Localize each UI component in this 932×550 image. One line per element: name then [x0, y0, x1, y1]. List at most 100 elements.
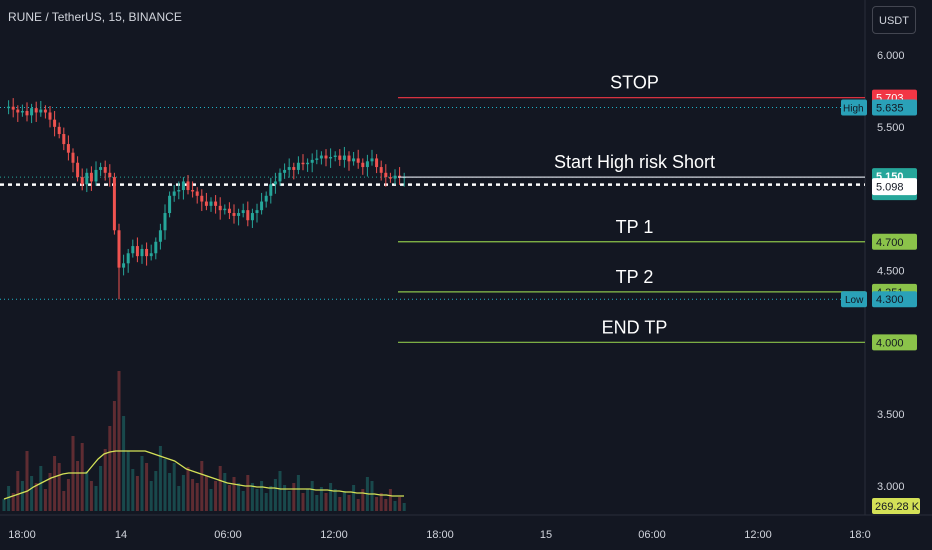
- volume-bar: [338, 497, 342, 511]
- candle-body: [361, 162, 365, 168]
- candle-body: [301, 162, 305, 165]
- volume-bar: [2, 499, 6, 511]
- volume-bar: [94, 486, 98, 511]
- volume-bar: [122, 416, 126, 511]
- candle-body: [154, 241, 158, 254]
- volume-bar: [273, 479, 277, 511]
- volume-bar: [370, 481, 374, 511]
- time-tick-label: 06:00: [214, 529, 242, 541]
- candle-body: [384, 172, 388, 178]
- candle-body: [140, 248, 144, 257]
- candle-body: [204, 201, 208, 206]
- volume-bar: [232, 477, 236, 511]
- volume-bar: [227, 485, 231, 511]
- volume-bar: [103, 449, 107, 511]
- time-tick-label: 12:00: [744, 529, 772, 541]
- volume-bar: [310, 481, 314, 511]
- volume-bar: [342, 491, 346, 511]
- volume-bar: [402, 503, 406, 511]
- candle-body: [370, 158, 374, 162]
- volume-bar: [287, 491, 291, 511]
- candle-body: [89, 172, 93, 182]
- time-tick-label: 15: [540, 529, 552, 541]
- candle-body: [94, 169, 98, 182]
- time-tick-label: 18:00: [426, 529, 454, 541]
- candle-body: [200, 195, 204, 202]
- volume-bar: [89, 481, 93, 511]
- currency-button[interactable]: USDT: [872, 6, 916, 34]
- candle-body: [260, 201, 264, 211]
- volume-bar: [218, 466, 222, 511]
- volume-bar: [172, 463, 176, 511]
- candle-body: [287, 167, 291, 170]
- volume-bar: [223, 473, 227, 511]
- candle-body: [172, 191, 176, 196]
- volume-bar: [11, 493, 15, 511]
- candle-body: [232, 213, 236, 216]
- candle-body: [342, 155, 346, 160]
- candle-body: [338, 155, 342, 160]
- volume-bar: [269, 486, 273, 511]
- volume-bar: [177, 486, 181, 511]
- volume-bar: [43, 489, 47, 511]
- volume-bar: [398, 497, 402, 511]
- volume-bar: [379, 493, 383, 511]
- volume-badge-bg: [872, 498, 920, 514]
- price-tick-label: 6.000: [877, 50, 905, 62]
- candle-body: [375, 158, 379, 168]
- candle-body: [237, 213, 241, 216]
- volume-bar: [112, 401, 116, 511]
- candle-body: [43, 109, 47, 113]
- volume-bar: [306, 489, 310, 511]
- volume-bar: [292, 483, 296, 511]
- level-label: TP 2: [616, 267, 654, 287]
- volume-bar: [57, 463, 61, 511]
- volume-bar: [25, 451, 29, 511]
- candle-body: [186, 181, 190, 191]
- volume-bar: [39, 466, 43, 511]
- volume-bar: [315, 495, 319, 511]
- volume-bar: [283, 485, 287, 511]
- volume-bar: [264, 493, 268, 511]
- candle-body: [48, 112, 52, 120]
- time-tick-label: 06:00: [638, 529, 666, 541]
- price-tick-label: 3.500: [877, 409, 905, 421]
- low-tag: Low: [845, 295, 864, 306]
- volume-bar: [296, 475, 300, 511]
- volume-bar: [333, 489, 337, 511]
- candle-body: [39, 109, 43, 113]
- volume-bar: [255, 489, 259, 511]
- volume-bar: [347, 495, 351, 511]
- candle-body: [365, 161, 369, 168]
- time-tick-label: 18:00: [8, 529, 36, 541]
- volume-bar: [145, 463, 149, 511]
- chart-title: RUNE / TetherUS, 15, BINANCE: [8, 10, 182, 24]
- level-label: END TP: [602, 317, 668, 337]
- candle-body: [71, 152, 75, 163]
- candle-body: [131, 246, 135, 254]
- candle-body: [181, 181, 185, 191]
- volume-bar: [352, 485, 356, 511]
- candle-body: [246, 210, 250, 221]
- candle-body: [25, 111, 29, 116]
- candle-body: [66, 144, 70, 153]
- candle-body: [80, 177, 84, 185]
- volume-bar: [204, 476, 208, 511]
- volume-bar: [388, 489, 392, 511]
- volume-bar: [126, 451, 130, 511]
- volume-bar: [356, 499, 360, 511]
- price-tick-label: 4.500: [877, 266, 905, 278]
- time-tick-label: 12:00: [320, 529, 348, 541]
- candle-body: [117, 230, 121, 268]
- volume-bar: [246, 475, 250, 511]
- candle-body: [30, 108, 34, 116]
- volume-bar: [319, 487, 323, 511]
- candle-body: [227, 208, 231, 214]
- volume-bar: [108, 426, 112, 511]
- crosshair-price-badge-bg: [872, 178, 917, 196]
- volume-bar: [99, 466, 103, 511]
- volume-bar: [34, 483, 38, 511]
- candle-body: [53, 119, 57, 127]
- candle-body: [329, 157, 333, 159]
